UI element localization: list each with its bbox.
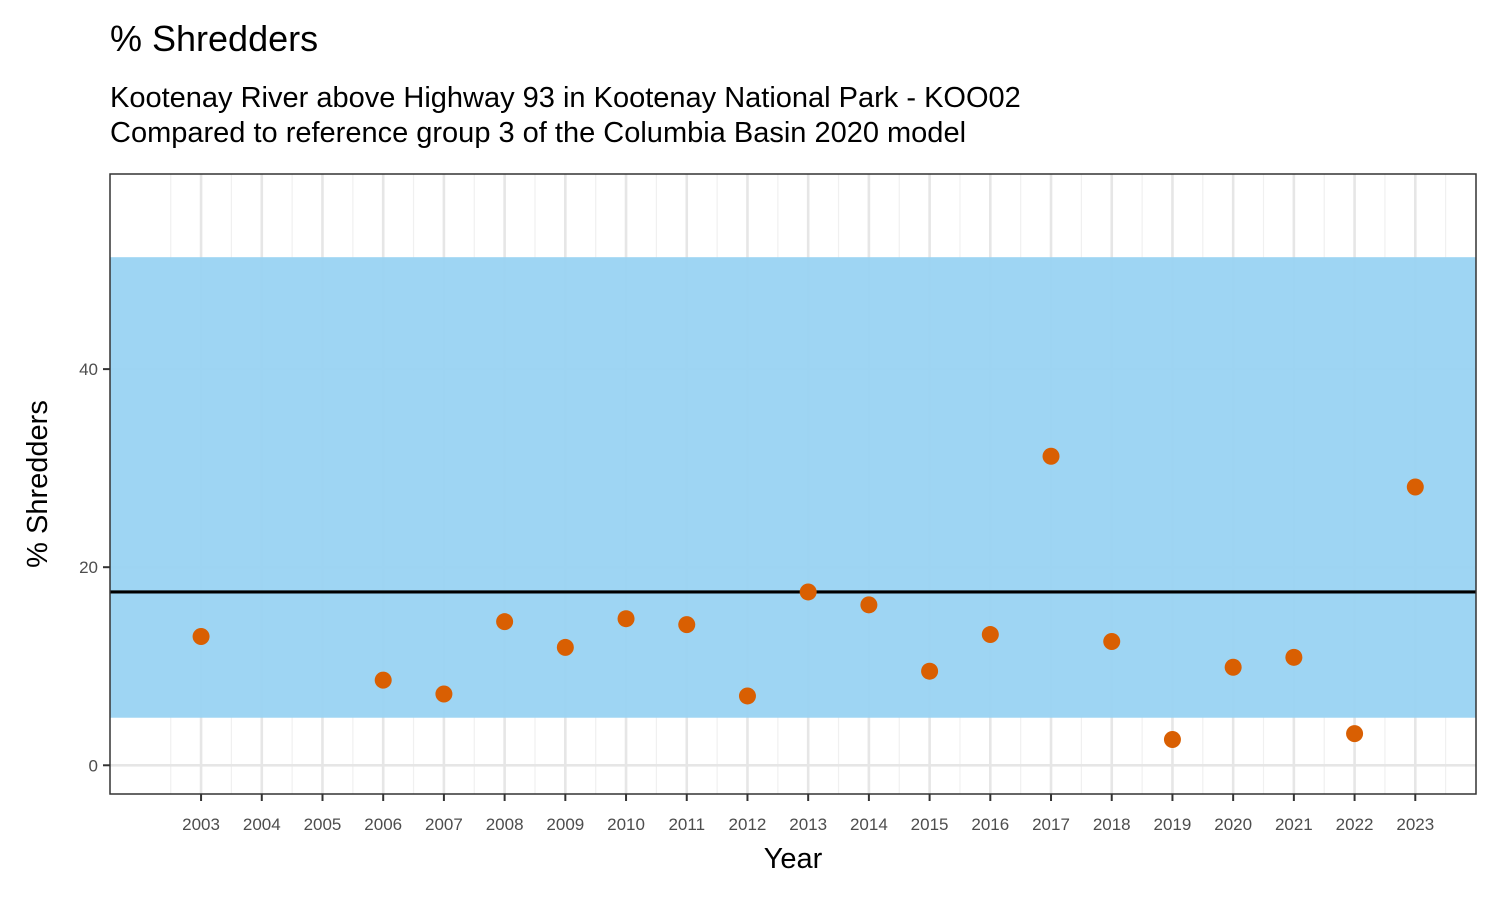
data-points [192,447,1424,749]
x-tick-label: 2013 [789,815,827,834]
data-point [1406,478,1424,496]
chart-title: % Shredders [110,18,319,59]
x-tick-label: 2008 [486,815,524,834]
x-tick-label: 2022 [1336,815,1374,834]
chart-subtitle-line-1: Kootenay River above Highway 93 in Koote… [110,82,1021,114]
data-point [1163,731,1181,749]
data-point [799,583,817,601]
x-tick-label: 2021 [1275,815,1313,834]
data-point [738,687,756,705]
data-point [1285,648,1303,666]
data-point [496,613,514,631]
panel-border [109,173,1477,795]
x-tick-label: 2009 [546,815,584,834]
x-tick-label: 2016 [971,815,1009,834]
x-tick-label: 2018 [1093,815,1131,834]
y-tick-label: 20 [79,558,98,577]
data-point [1042,447,1060,465]
data-point [678,616,696,634]
y-axis-title: % Shredders [22,400,54,568]
data-point [556,638,574,656]
x-tick-label: 2007 [425,815,463,834]
x-tick-label: 2004 [243,815,281,834]
x-tick-label: 2005 [304,815,342,834]
x-tick-label: 2006 [364,815,402,834]
x-tick-label: 2017 [1032,815,1070,834]
x-tick-label: 2020 [1214,815,1252,834]
y-tick-label: 40 [79,360,98,379]
reference-band-layer [110,257,1476,718]
x-tick-label: 2019 [1154,815,1192,834]
y-tick-label: 0 [89,756,98,775]
data-point [192,628,210,646]
data-point [374,671,392,689]
x-tick-label: 2011 [668,815,705,834]
x-tick-label: 2003 [182,815,220,834]
x-tick-label: 2012 [729,815,767,834]
chart-subtitle-line-2: Compared to reference group 3 of the Col… [110,117,967,149]
x-tick-label: 2023 [1396,815,1434,834]
x-tick-label: 2010 [607,815,645,834]
axes: 2003 2004 2005 2006 2007 2008 2009 2010 2011 2012… [79,360,1434,834]
data-point [1224,658,1242,676]
data-point [1346,725,1364,743]
data-point [921,662,939,680]
data-point [617,610,635,628]
x-tick-label: 2014 [850,815,888,834]
x-axis-title: Year [764,843,823,875]
data-point [435,685,453,703]
data-point [1103,632,1121,650]
reference-band [110,257,1476,718]
data-point [981,626,999,644]
data-point [860,596,878,614]
x-tick-label: 2015 [911,815,949,834]
